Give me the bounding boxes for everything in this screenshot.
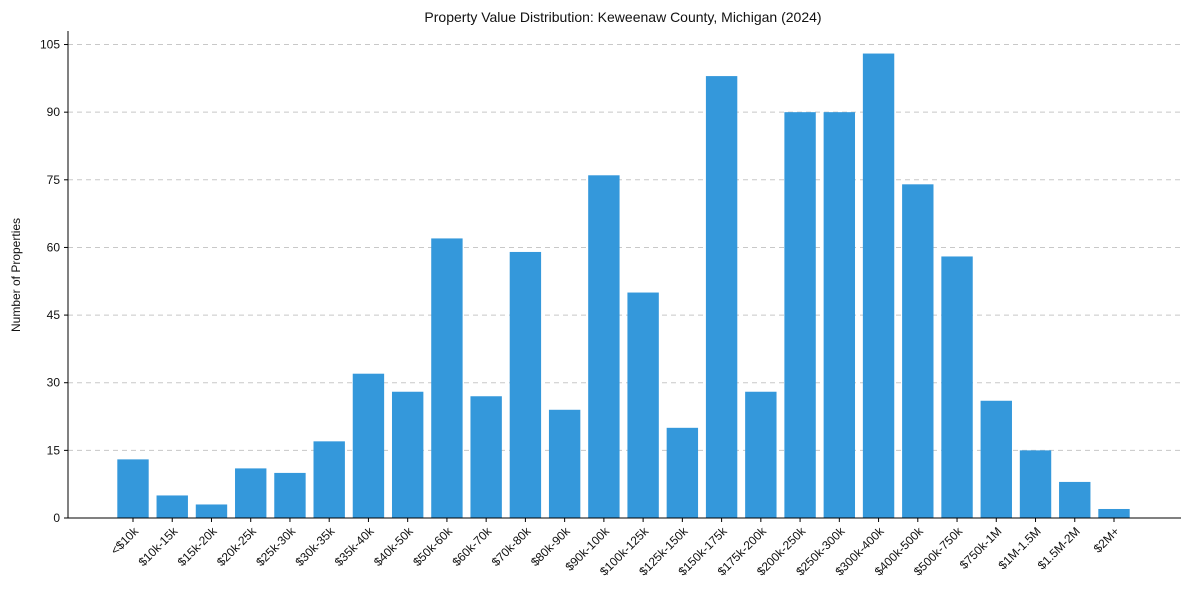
chart-title: Property Value Distribution: Keweenaw Co…: [424, 9, 821, 25]
y-tick-label-105: 105: [40, 38, 60, 52]
bar-19: [862, 53, 895, 518]
bar-8: [431, 238, 463, 519]
bar-3: [235, 468, 267, 518]
gridlines: [68, 44, 1181, 451]
x-tick-label-10: $70k-80k: [489, 524, 535, 570]
bar-13: [627, 292, 659, 518]
bar-9: [470, 396, 502, 518]
bars: [117, 53, 1130, 519]
bar-23: [1019, 450, 1052, 518]
y-tick-label-15: 15: [47, 443, 61, 457]
bar-10: [509, 251, 542, 518]
bar-20: [902, 184, 934, 518]
bar-25: [1098, 508, 1130, 518]
y-axis-label: Number of Properties: [9, 218, 23, 332]
bar-2: [195, 504, 228, 518]
x-tick-label-6: $35k-40k: [332, 524, 378, 570]
x-tick-labels: <$10k$10k-15k$15k-20k$20k-25k$25k-30k$30…: [108, 524, 1122, 579]
bar-4: [274, 472, 306, 518]
bar-6: [352, 373, 385, 518]
x-tick-label-8: $50k-60k: [410, 524, 456, 570]
y-tick-label-45: 45: [47, 308, 61, 322]
bar-21: [941, 256, 973, 518]
y-tick-label-0: 0: [53, 511, 60, 525]
bar-24: [1059, 481, 1091, 518]
x-tick-label-4: $25k-30k: [253, 524, 299, 570]
x-tick-label-1: $10k-15k: [136, 524, 182, 570]
x-tick-label-0: <$10k: [108, 524, 142, 558]
bar-11: [548, 409, 581, 518]
y-tick-label-30: 30: [47, 376, 61, 390]
x-tick-label-25: $2M+: [1091, 524, 1122, 555]
axes: [64, 31, 1181, 522]
bar-22: [980, 400, 1012, 518]
y-tick-label-60: 60: [47, 240, 61, 254]
y-tick-label-90: 90: [47, 105, 61, 119]
bar-7: [391, 391, 424, 518]
bar-15: [705, 76, 738, 518]
bar-17: [784, 112, 816, 519]
y-tick-labels: 0 15 30 45 60 75 90 105: [40, 38, 60, 525]
x-tick-label-2: $15k-20k: [175, 524, 221, 570]
x-tick-label-5: $30k-35k: [293, 524, 339, 570]
bar-5: [313, 441, 345, 518]
bar-0: [117, 459, 149, 518]
bar-1: [156, 495, 188, 518]
bar-14: [666, 427, 699, 518]
x-tick-label-24: $1.5M-2M: [1035, 524, 1083, 572]
bar-12: [588, 175, 620, 518]
x-tick-label-7: $40k-50k: [371, 524, 417, 570]
bar-18: [823, 112, 856, 519]
bar-16: [745, 391, 777, 518]
y-tick-label-75: 75: [47, 173, 61, 187]
x-tick-label-3: $20k-25k: [214, 524, 260, 570]
x-tick-label-9: $60k-70k: [449, 524, 495, 570]
